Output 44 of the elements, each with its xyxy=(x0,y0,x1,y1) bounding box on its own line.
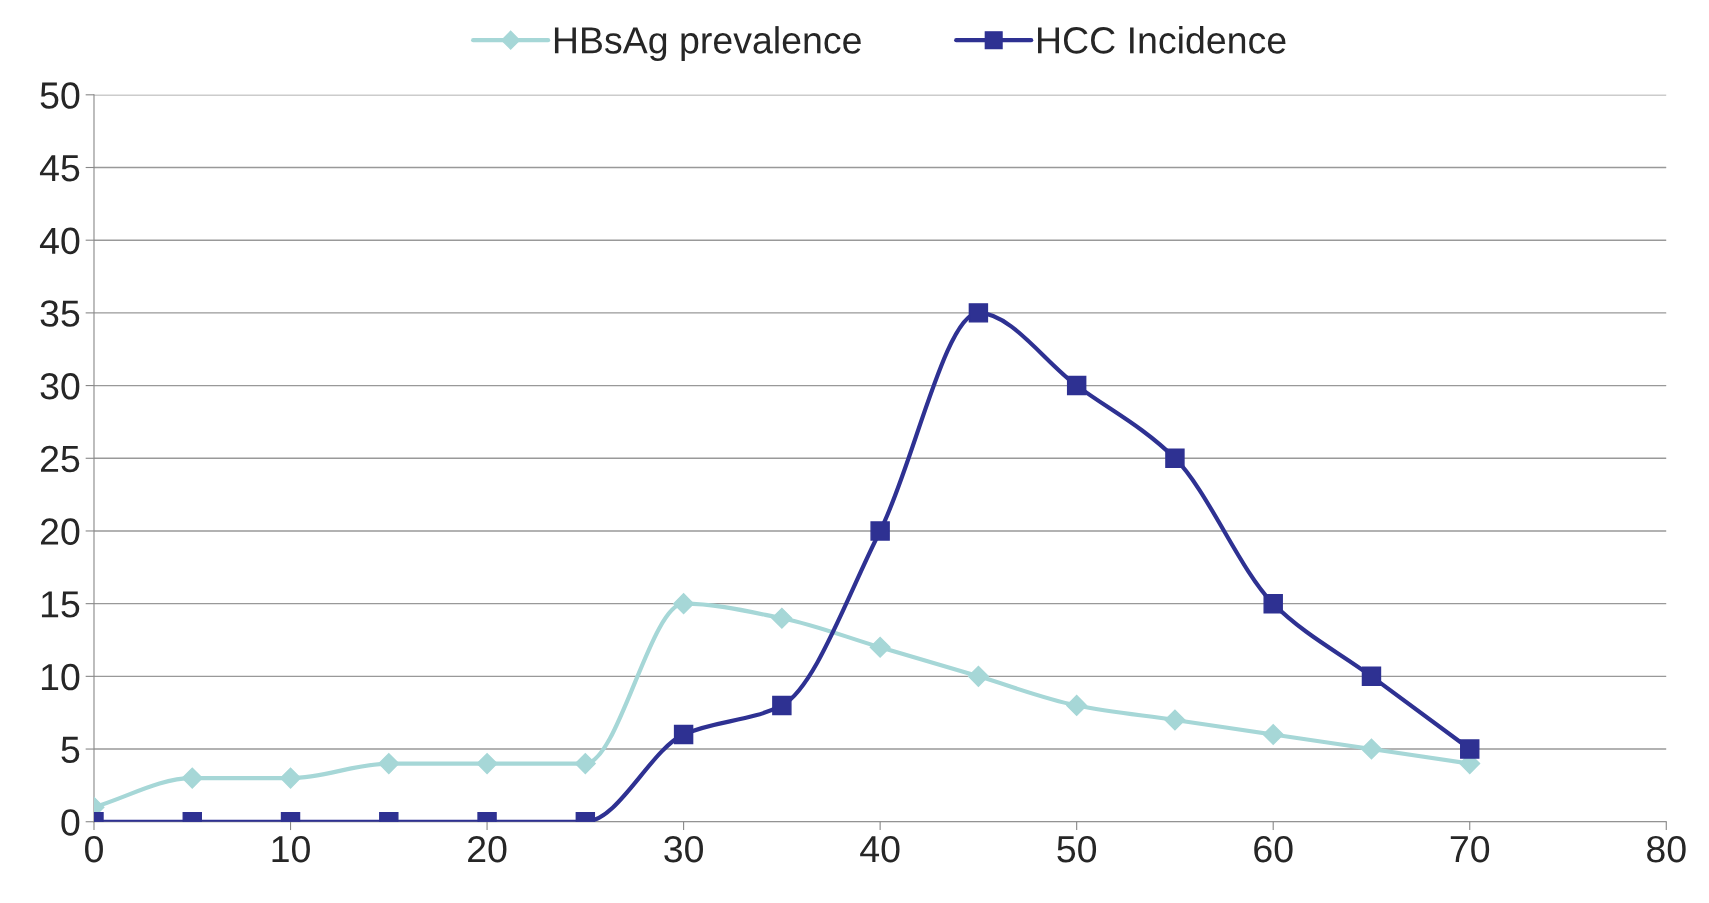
legend-label: HCC Incidence xyxy=(1038,26,1286,54)
point xyxy=(378,753,400,775)
point xyxy=(1066,375,1087,396)
point xyxy=(280,767,302,789)
point xyxy=(869,636,891,658)
y-tick-label: 35 xyxy=(40,300,80,327)
y-tick-label: 0 xyxy=(61,809,80,836)
y-tick-label: 40 xyxy=(39,227,80,255)
point xyxy=(574,753,596,775)
y-tick-label: 30 xyxy=(40,372,80,400)
point xyxy=(772,695,792,716)
x-tick-label: 70 xyxy=(1450,835,1490,863)
point xyxy=(1262,723,1284,746)
x-tick-label: 0 xyxy=(85,835,103,863)
y-tick-label: 15 xyxy=(41,591,80,618)
x-tick-label: 40 xyxy=(860,835,900,863)
point xyxy=(968,303,989,323)
x-tick-label: 80 xyxy=(1647,835,1686,863)
point xyxy=(673,593,695,615)
point xyxy=(1460,739,1480,759)
point xyxy=(476,753,498,775)
point xyxy=(1165,448,1185,468)
point xyxy=(870,521,890,541)
point xyxy=(1360,738,1382,760)
point xyxy=(771,607,793,629)
point xyxy=(967,665,989,687)
x-tick-label: 30 xyxy=(664,835,703,863)
point xyxy=(181,767,203,789)
point xyxy=(1263,593,1283,614)
x-tick-label: 60 xyxy=(1254,835,1293,863)
y-tick-label: 25 xyxy=(40,445,80,473)
y-tick-label: 45 xyxy=(39,155,80,182)
point xyxy=(673,724,694,745)
y-tick-label: 20 xyxy=(40,518,80,545)
point xyxy=(1361,666,1382,687)
x-tick-label: 10 xyxy=(272,835,310,863)
y-tick-label: 50 xyxy=(40,82,80,109)
y-tick-label: 10 xyxy=(41,663,80,691)
point xyxy=(1164,709,1186,731)
x-tick-label: 20 xyxy=(468,835,507,863)
x-tick-label: 50 xyxy=(1057,835,1097,863)
y-tick-label: 5 xyxy=(61,736,80,763)
point xyxy=(1066,694,1088,716)
legend-label: HBsAg prevalence xyxy=(554,26,861,62)
